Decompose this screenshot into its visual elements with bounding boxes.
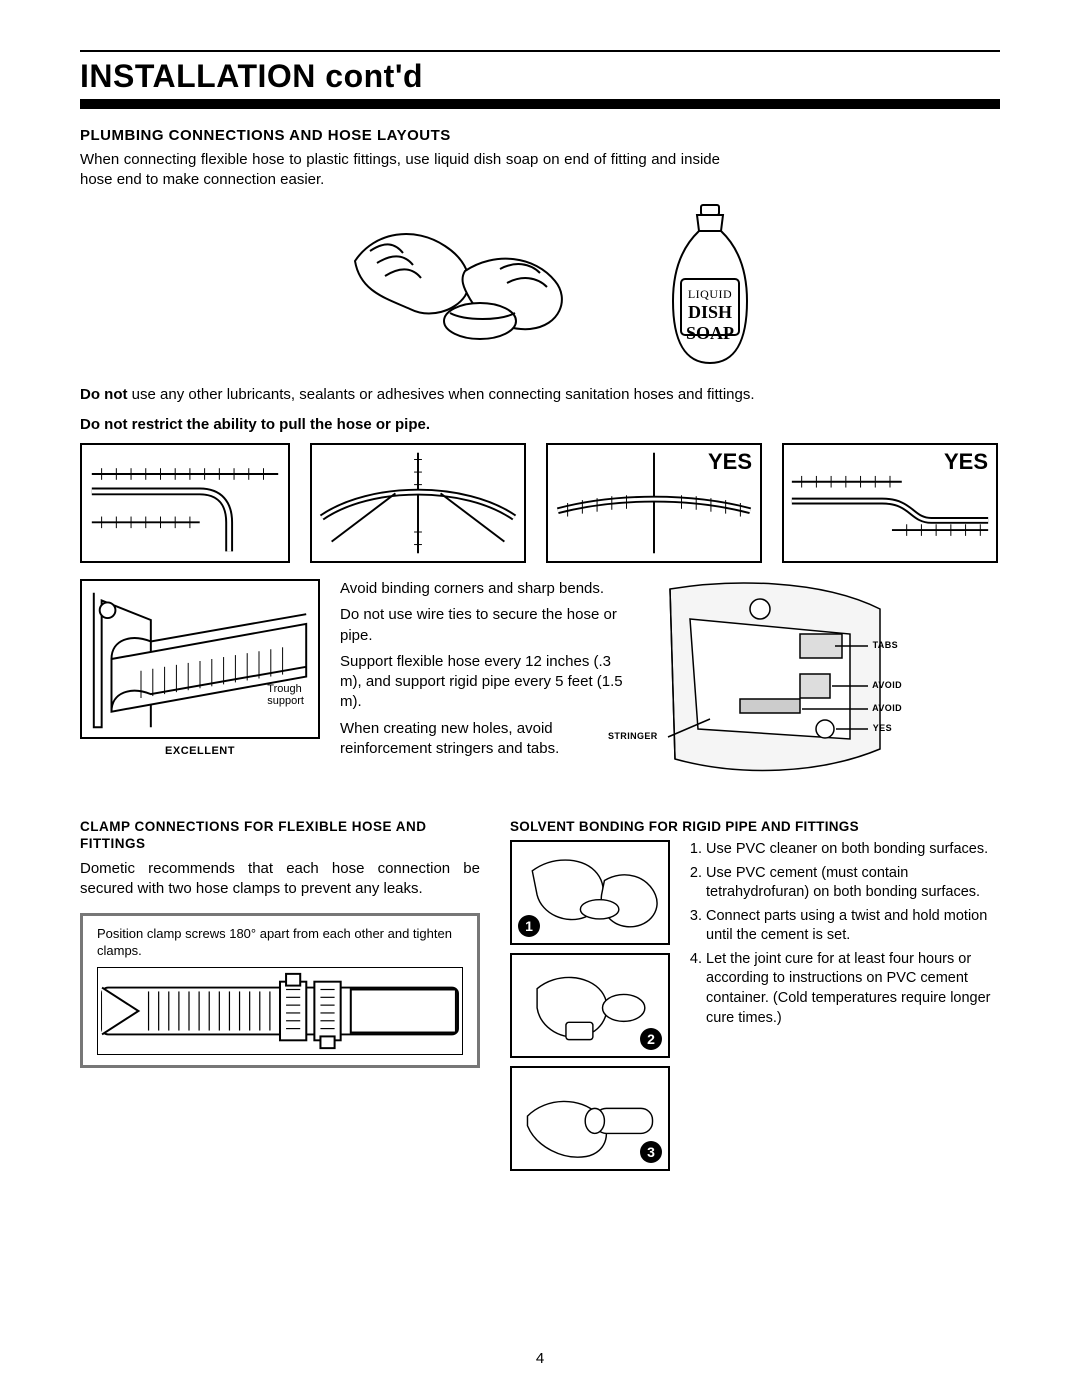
hull-section-fig: STRINGER TABS AVOID AVOID YES [650,579,900,779]
solvent-step-3: Connect parts using a twist and hold mot… [706,907,1000,946]
label-avoid-2: AVOID [872,703,902,713]
clamp-diagram-box: Position clamp screws 180° apart from ea… [80,913,480,1068]
step-badge-1: 1 [518,915,540,937]
step-badge-2: 2 [640,1028,662,1050]
yes-label-1: YES [708,449,752,475]
step-fig-1: 1 [510,840,670,945]
lubricant-warning: Do not use any other lubricants, sealant… [80,385,1000,405]
lower-section: CLAMP CONNECTIONS FOR FLEXIBLE HOSE AND … [80,819,1000,1171]
warn-text: use any other lubricants, sealants or ad… [127,386,754,403]
soap-label-bot: SOAP [655,323,765,344]
trough-column: Trough support EXCELLENT [80,579,320,757]
hose-layout-figures: YES YES [80,443,1000,563]
section-a-heading: PLUMBING CONNECTIONS AND HOSE LAYOUTS [80,127,1000,144]
soap-label-top: LIQUID [655,287,765,302]
solvent-column: SOLVENT BONDING FOR RIGID PIPE AND FITTI… [510,819,1000,1171]
label-stringer: STRINGER [608,731,658,741]
warn-prefix: Do not [80,386,127,403]
yes-label-2: YES [944,449,988,475]
fig-row-hands-soap: LIQUID DISH SOAP [80,201,1000,371]
restrict-warning: Do not restrict the ability to pull the … [80,415,1000,435]
step-fig-2: 2 [510,953,670,1058]
label-yes: YES [873,723,892,733]
solvent-step-list: Use PVC cleaner on both bonding surfaces… [688,840,1000,1171]
support-guidance-text: Avoid binding corners and sharp bends. D… [340,579,630,765]
hands-hose-illustration [315,201,595,361]
layout-fig-3-yes: YES [546,443,762,563]
support-row: Trough support EXCELLENT Avoid binding c… [80,579,1000,779]
solvent-step-figs: 1 2 [510,840,670,1171]
dish-soap-illustration: LIQUID DISH SOAP [655,201,765,371]
label-avoid-1: AVOID [872,680,902,690]
solvent-step-4: Let the joint cure for at least four hou… [706,950,1000,1028]
page-title: INSTALLATION cont'd [80,58,1000,95]
step-fig-3: 3 [510,1066,670,1171]
clamp-heading: CLAMP CONNECTIONS FOR FLEXIBLE HOSE AND … [80,819,480,853]
label-tabs: TABS [873,640,898,650]
layout-fig-4-yes: YES [782,443,998,563]
guidance-p3: Support flexible hose every 12 inches (.… [340,652,630,713]
clamp-column: CLAMP CONNECTIONS FOR FLEXIBLE HOSE AND … [80,819,480,1171]
guidance-p1: Avoid binding corners and sharp bends. [340,579,630,599]
layout-fig-1 [80,443,290,563]
clamp-caption: Position clamp screws 180° apart from ea… [97,926,463,959]
guidance-p2: Do not use wire ties to secure the hose … [340,605,630,646]
page-number: 4 [0,1350,1080,1367]
guidance-p4: When creating new holes, avoid reinforce… [340,719,630,760]
layout-fig-2 [310,443,526,563]
title-rule-top [80,50,1000,52]
clamp-illustration [97,967,463,1055]
step-badge-3: 3 [640,1141,662,1163]
solvent-step-1: Use PVC cleaner on both bonding surfaces… [706,840,1000,860]
solvent-step-2: Use PVC cement (must contain tetrahydrof… [706,864,1000,903]
soap-label-mid: DISH [655,302,765,323]
solvent-heading: SOLVENT BONDING FOR RIGID PIPE AND FITTI… [510,819,1000,834]
trough-label-1: Trough [267,683,304,695]
clamp-text: Dometic recommends that each hose connec… [80,859,480,900]
title-rule-bottom [80,99,1000,109]
trough-caption: EXCELLENT [80,745,320,757]
trough-support-fig: Trough support [80,579,320,739]
trough-label-2: support [267,695,304,707]
section-a-intro: When connecting flexible hose to plastic… [80,150,720,191]
